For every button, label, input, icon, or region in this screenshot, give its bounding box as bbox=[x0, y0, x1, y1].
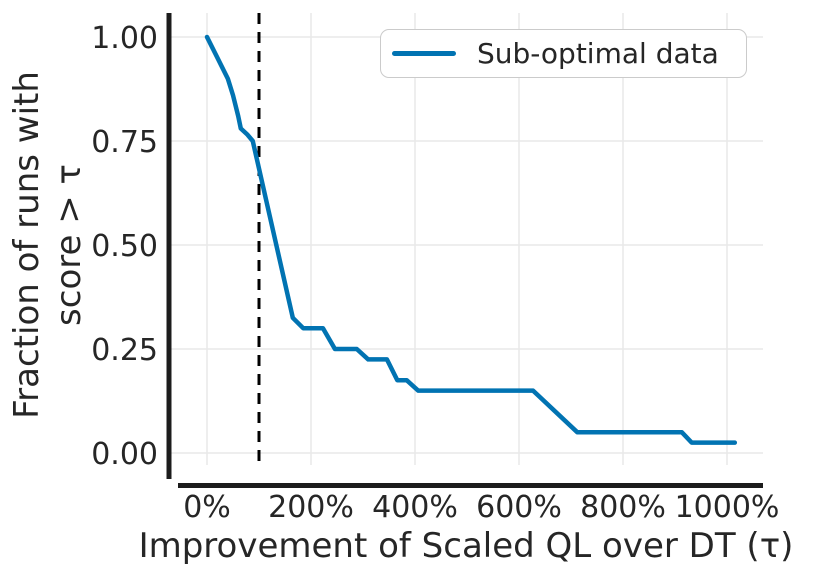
legend: Sub-optimal data bbox=[380, 29, 747, 78]
data-line bbox=[204, 34, 738, 445]
y-tick-label: 0.50 bbox=[91, 229, 158, 264]
y-tick-label: 0.75 bbox=[91, 125, 158, 160]
x-axis-label: Improvement of Scaled QL over DT (τ) bbox=[139, 526, 794, 566]
y-axis-label-line1: Fraction of runs with bbox=[7, 71, 47, 419]
series-layer bbox=[204, 34, 738, 445]
x-tick-label: 400% bbox=[372, 490, 458, 525]
y-tick-label: 0.00 bbox=[91, 437, 158, 472]
y-axis-label-line2: score > τ bbox=[49, 164, 89, 326]
x-tick-label: 800% bbox=[580, 490, 666, 525]
y-tick-label: 1.00 bbox=[91, 21, 158, 56]
legend-line-sample bbox=[392, 51, 456, 56]
x-tick-label: 0% bbox=[183, 490, 231, 525]
x-tick-label: 200% bbox=[268, 490, 354, 525]
x-tick-label: 1000% bbox=[675, 490, 780, 525]
y-tick-label: 0.25 bbox=[91, 333, 158, 368]
legend-label: Sub-optimal data bbox=[477, 37, 719, 70]
x-tick-label: 600% bbox=[476, 490, 562, 525]
tick-labels-layer: 0.00 0.25 0.50 0.75 1.00 0% 200% 400% 600% 800% 10… bbox=[91, 21, 779, 525]
